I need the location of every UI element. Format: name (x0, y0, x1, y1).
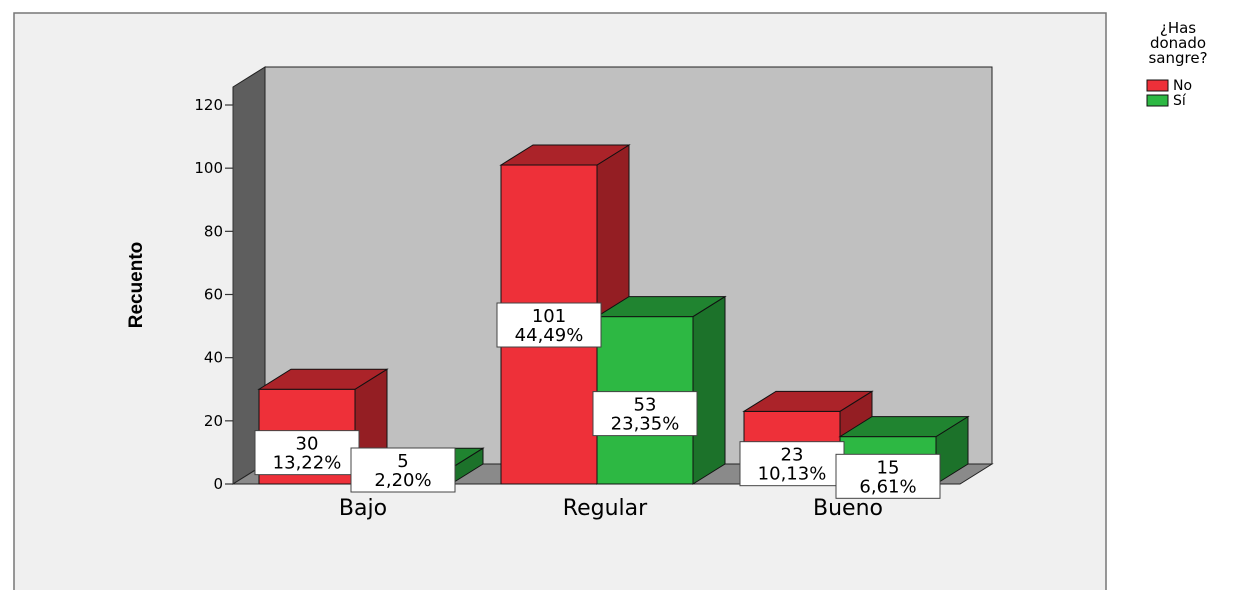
legend-label-No: No (1173, 78, 1192, 94)
legend-label-Sí: Sí (1173, 93, 1187, 109)
data-label-Sí-Bueno: 156,61% (835, 453, 941, 499)
legend-title-line: donado (1150, 34, 1206, 52)
bar-Sí-Regular (595, 295, 727, 485)
data-label-box (496, 302, 602, 348)
category-labels: Bajo Regular Bueno (339, 496, 883, 521)
y-tick-label: 40 (204, 349, 223, 367)
x-category-label: Bueno (813, 496, 883, 521)
data-label-box (592, 391, 698, 437)
bar-top (257, 368, 389, 390)
y-tick-label: 120 (194, 96, 223, 114)
bar-top (838, 416, 970, 438)
bar-top (742, 390, 874, 412)
data-label-box (739, 441, 845, 487)
data-label-count: 23 (781, 445, 804, 466)
y-tick-label: 100 (194, 159, 223, 177)
y-tick-label: 20 (204, 412, 223, 430)
legend-swatch-No (1146, 79, 1169, 92)
y-tick-label: 60 (204, 286, 223, 304)
y-axis-title: Recuento (126, 242, 147, 329)
data-label-percent: 23,35% (611, 414, 680, 435)
data-label-count: 15 (877, 457, 900, 478)
data-label-Sí-Bajo: 52,20% (350, 447, 456, 493)
bar-top (499, 144, 631, 166)
data-label-box (350, 447, 456, 493)
y-tick-label: 80 (204, 222, 223, 240)
x-category-label: Regular (563, 496, 648, 521)
data-label-percent: 44,49% (515, 325, 584, 346)
y-axis: 0 20 40 60 80 100 120 (194, 96, 234, 493)
data-label-percent: 13,22% (273, 453, 342, 474)
legend-title-line: ¿Has (1160, 19, 1196, 37)
data-label-count: 5 (397, 451, 408, 472)
data-label-box (835, 453, 941, 499)
legend-swatch-Sí (1146, 94, 1169, 107)
data-label-percent: 10,13% (758, 464, 827, 485)
data-label-count: 53 (634, 395, 657, 416)
legend-title-line: sangre? (1148, 49, 1207, 67)
data-label-percent: 2,20% (374, 470, 431, 491)
data-label-count: 101 (532, 306, 566, 327)
x-category-label: Bajo (339, 496, 387, 521)
data-label-count: 30 (296, 434, 319, 455)
bar-top (595, 296, 727, 318)
bar-side (692, 295, 726, 485)
y-tick-label: 0 (213, 475, 223, 493)
data-label-percent: 6,61% (859, 476, 916, 497)
